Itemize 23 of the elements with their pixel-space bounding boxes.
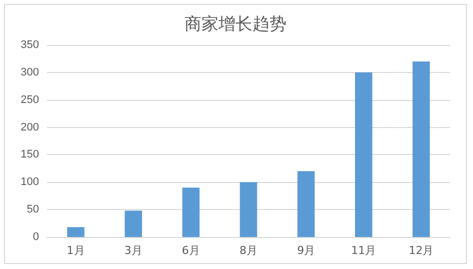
bar [67, 227, 84, 237]
x-tick-label: 8月 [240, 244, 258, 257]
bar [412, 61, 430, 237]
x-tick-label: 12月 [408, 244, 434, 257]
y-tick-label: 50 [26, 204, 39, 216]
chart-title: 商家增长趋势 [184, 14, 286, 34]
y-tick-label: 0 [32, 231, 39, 243]
y-tick-label: 350 [20, 39, 39, 51]
y-tick-label: 150 [20, 148, 39, 161]
bar [297, 171, 315, 237]
y-tick-label: 200 [20, 121, 39, 134]
bar [355, 72, 372, 237]
y-tick-label: 300 [20, 66, 39, 78]
x-tick-label: 3月 [124, 244, 142, 257]
y-tick-label: 100 [20, 176, 39, 188]
x-tick-label: 9月 [297, 244, 316, 257]
x-tick-label: 6月 [182, 244, 200, 257]
bar [182, 188, 200, 237]
bar [240, 182, 258, 237]
bar [124, 210, 142, 237]
y-tick-label: 250 [20, 94, 39, 106]
x-tick-label: 1月 [66, 244, 85, 257]
x-tick-label: 11月 [351, 244, 376, 257]
